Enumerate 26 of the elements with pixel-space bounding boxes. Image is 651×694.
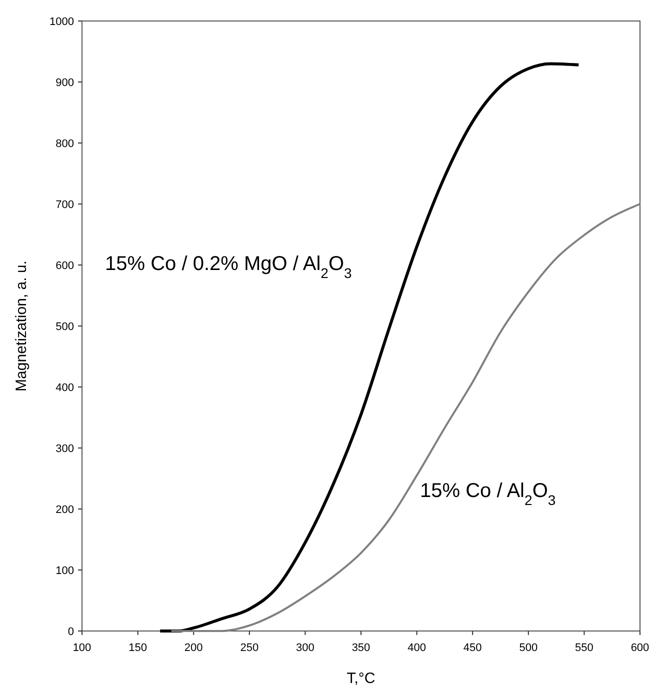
y-tick-label: 700 xyxy=(56,199,74,211)
y-tick-label: 600 xyxy=(56,260,74,272)
x-tick-label: 150 xyxy=(128,642,147,654)
x-tick-label: 100 xyxy=(72,642,92,654)
text: 15% Co / 0.2% MgO / Al$_{2}$O$_{3}$ xyxy=(105,253,352,281)
y-tick-label: 400 xyxy=(56,382,74,394)
x-tick-label: 450 xyxy=(463,642,482,654)
x-tick-label: 550 xyxy=(575,642,594,654)
x-tick-label: 350 xyxy=(352,642,370,654)
y-tick-label: 0 xyxy=(68,626,74,638)
x-tick-label: 300 xyxy=(296,642,314,654)
series-label: 15% Co / Al$_{2}$O$_{3}$ xyxy=(420,480,556,508)
x-tick-label: 400 xyxy=(408,642,426,654)
y-axis-title: Magnetization, a. u. xyxy=(13,260,30,392)
y-tick-label: 900 xyxy=(56,77,74,89)
y-tick-label: 200 xyxy=(56,504,74,516)
y-tick-label: 300 xyxy=(56,443,74,455)
x-tick-label: 600 xyxy=(630,642,650,654)
x-tick-label: 200 xyxy=(184,642,203,654)
y-tick-label: 500 xyxy=(56,321,74,333)
x-tick-label: 250 xyxy=(240,642,259,654)
x-axis-title: T,°C xyxy=(346,670,376,687)
x-tick-label: 500 xyxy=(519,642,538,654)
y-tick-label: 100 xyxy=(56,565,74,577)
y-tick-label: 1000 xyxy=(50,16,74,28)
y-tick-label: 800 xyxy=(56,138,74,150)
